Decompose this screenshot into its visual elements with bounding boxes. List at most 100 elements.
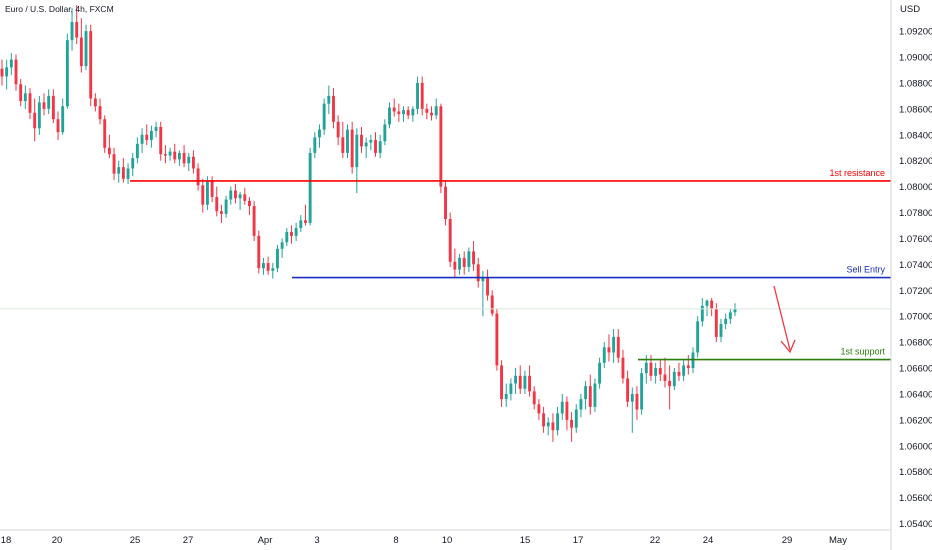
candle xyxy=(654,362,658,384)
candle-body xyxy=(65,40,69,107)
candle xyxy=(607,334,611,362)
candle xyxy=(350,121,354,174)
candle xyxy=(621,349,625,384)
candle-body xyxy=(299,220,303,229)
candle xyxy=(584,380,588,410)
candle-body xyxy=(630,393,634,402)
y-tick-label: 1.07200 xyxy=(899,286,932,297)
x-tick-label: 15 xyxy=(520,535,531,546)
y-tick-label: 1.06000 xyxy=(899,441,932,452)
candle-body xyxy=(696,321,700,353)
candle-body xyxy=(168,151,172,156)
candle xyxy=(28,88,32,120)
candle xyxy=(392,98,396,117)
y-tick-label: 1.09200 xyxy=(899,27,932,38)
chart-title: Euro / U.S. Dollar, 4h, FXCM xyxy=(5,4,114,14)
candle xyxy=(523,370,527,394)
candle xyxy=(598,357,602,389)
candle-body xyxy=(504,393,508,400)
candle-body xyxy=(579,399,583,410)
y-tick-label: 1.07400 xyxy=(899,260,932,271)
level-label: Sell Entry xyxy=(846,265,885,275)
candle-body xyxy=(61,106,65,133)
candle xyxy=(9,53,13,76)
candle xyxy=(304,204,307,226)
candle xyxy=(574,404,578,433)
candle-body xyxy=(654,368,658,376)
candle xyxy=(191,150,195,174)
candle xyxy=(346,124,349,159)
candle-body xyxy=(271,268,275,271)
y-tick-label: 1.06200 xyxy=(899,415,932,426)
candle-body xyxy=(219,211,223,214)
candle-body xyxy=(257,235,261,269)
candle-body xyxy=(75,22,79,38)
candle-body xyxy=(509,383,513,394)
candle xyxy=(682,360,686,381)
candle-body xyxy=(584,386,588,400)
candle xyxy=(163,145,167,164)
candle-body xyxy=(649,362,653,376)
candle-body xyxy=(719,323,723,337)
candle-body xyxy=(37,102,41,129)
candle-body xyxy=(500,365,504,400)
candle-body xyxy=(14,59,18,85)
candle-body xyxy=(304,220,307,223)
candle xyxy=(173,143,177,164)
candle-body xyxy=(117,167,121,174)
candle-body xyxy=(112,154,116,174)
candle xyxy=(196,163,200,191)
candle-body xyxy=(131,158,135,169)
candle xyxy=(290,225,293,244)
candle-body xyxy=(318,129,321,138)
candle xyxy=(98,98,102,125)
candle-body xyxy=(89,31,93,99)
candle xyxy=(448,212,452,267)
candle xyxy=(640,368,644,415)
candle-body xyxy=(523,375,527,389)
candle xyxy=(327,85,331,115)
candle-body xyxy=(149,130,153,140)
candle-body xyxy=(177,152,181,160)
y-tick-label: 1.06800 xyxy=(899,338,932,349)
candle xyxy=(14,54,18,91)
candle xyxy=(476,257,480,288)
y-tick-label: 1.08200 xyxy=(899,156,932,167)
candle xyxy=(388,102,391,129)
candle-body xyxy=(276,248,279,269)
candle xyxy=(5,59,9,90)
candle-layer[interactable] xyxy=(0,5,737,442)
candle-body xyxy=(658,368,662,375)
candle-body xyxy=(336,121,340,138)
candle-body xyxy=(556,413,560,431)
candle-body xyxy=(247,200,251,207)
candle xyxy=(252,200,256,242)
candle-body xyxy=(346,129,349,153)
candle xyxy=(112,147,116,181)
y-tick-label: 1.07600 xyxy=(899,234,932,245)
candle-body xyxy=(350,129,354,168)
candle xyxy=(238,191,242,210)
candle-body xyxy=(686,365,690,369)
x-tick-label: 20 xyxy=(52,535,63,546)
candle-body xyxy=(201,185,205,205)
candle xyxy=(56,111,60,140)
candle-body xyxy=(243,194,247,201)
x-tick-label: May xyxy=(829,535,847,546)
candle xyxy=(420,76,424,116)
candle xyxy=(406,106,410,120)
candle-body xyxy=(551,422,555,431)
price-axis-bg xyxy=(891,0,932,550)
candle-body xyxy=(481,277,485,282)
candle-body xyxy=(388,107,391,125)
y-tick-label: 1.08000 xyxy=(899,182,932,193)
candle-body xyxy=(19,84,23,102)
y-tick-label: 1.06400 xyxy=(899,389,932,400)
y-tick-label: 1.08800 xyxy=(899,78,932,89)
candle xyxy=(630,387,634,433)
candle-body xyxy=(444,186,447,219)
candle xyxy=(205,176,209,210)
candle xyxy=(686,355,690,375)
y-tick-label: 1.08600 xyxy=(899,104,932,115)
candle-body xyxy=(560,401,564,414)
